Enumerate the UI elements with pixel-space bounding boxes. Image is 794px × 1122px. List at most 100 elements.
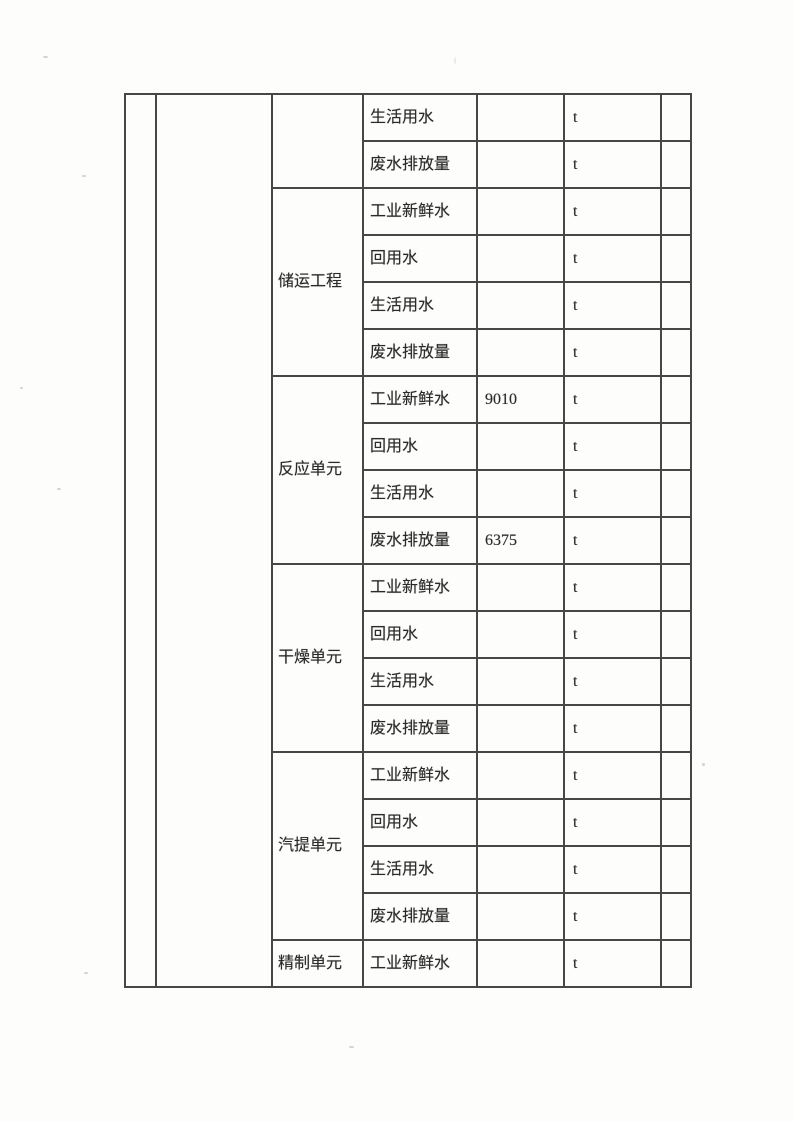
quantity-value-cell: [476, 281, 565, 330]
unit-cell: t: [563, 187, 662, 236]
quantity-value-cell: [476, 563, 565, 612]
scan-speck: [82, 175, 86, 177]
water-use-table: 生活用水 t 废水排放量 t 储运工程 工业新鲜水 t 回用水 t 生活用水 t 废水排放量 t 反应单元…: [124, 93, 692, 988]
water-item-label-cell: 工业新鲜水: [362, 751, 478, 800]
process-unit-name-cell: 汽提单元: [271, 751, 364, 941]
remark-column-cell: [660, 140, 692, 189]
remark-column-cell: [660, 422, 692, 471]
table-row: 生活用水 t: [125, 657, 692, 706]
scan-speck: [454, 57, 456, 64]
table-row: 回用水 t: [125, 422, 692, 471]
quantity-value-cell: [476, 469, 565, 518]
scan-speck: [20, 387, 23, 389]
process-unit-name-cell: [271, 93, 364, 189]
water-item-label-cell: 回用水: [362, 798, 478, 847]
water-item-label-cell: 生活用水: [362, 469, 478, 518]
scan-speck: [702, 763, 705, 766]
table-row: 生活用水 t: [125, 281, 692, 330]
quantity-value-cell: [476, 422, 565, 471]
water-item-label-cell: 生活用水: [362, 281, 478, 330]
water-item-label-cell: 工业新鲜水: [362, 375, 478, 424]
water-item-label-cell: 回用水: [362, 422, 478, 471]
quantity-value-cell: [476, 328, 565, 377]
quantity-value-cell: [476, 751, 565, 800]
table-row: 精制单元 工业新鲜水 t: [125, 939, 692, 988]
quantity-value-cell: [476, 704, 565, 753]
table-row: 生活用水 t: [124, 93, 692, 988]
quantity-value-cell: [476, 187, 565, 236]
remark-column-cell: [660, 328, 692, 377]
quantity-value-cell: [476, 798, 565, 847]
remark-column-cell: [660, 751, 692, 800]
water-item-label-cell: 废水排放量: [362, 328, 478, 377]
water-item-label-cell: 废水排放量: [362, 892, 478, 941]
unit-cell: t: [563, 563, 662, 612]
unit-cell: t: [563, 892, 662, 941]
unit-cell: t: [563, 798, 662, 847]
quantity-value-cell: [476, 892, 565, 941]
water-item-label-cell: 生活用水: [362, 657, 478, 706]
remark-column-cell: [660, 563, 692, 612]
unit-cell: t: [563, 422, 662, 471]
table-row: 回用水 t: [125, 610, 692, 659]
table-row: 废水排放量 t: [125, 140, 692, 189]
unit-cell: t: [563, 704, 662, 753]
quantity-value-cell: [476, 657, 565, 706]
water-item-label-cell: 生活用水: [362, 93, 478, 142]
remark-column-cell: [660, 845, 692, 894]
remark-column-cell: [660, 516, 692, 565]
water-item-label-cell: 工业新鲜水: [362, 563, 478, 612]
unit-cell: t: [563, 516, 662, 565]
unit-cell: t: [563, 751, 662, 800]
quantity-value-cell: [476, 845, 565, 894]
water-item-label-cell: 废水排放量: [362, 516, 478, 565]
unit-cell: t: [563, 939, 662, 988]
table-row: 干燥单元 工业新鲜水 t: [125, 563, 692, 753]
scan-speck: [57, 488, 61, 490]
left-margin-column-cell: [124, 93, 157, 988]
quantity-value-cell: [476, 610, 565, 659]
scan-speck: [349, 1046, 354, 1048]
quantity-value-cell: [476, 93, 565, 142]
unit-cell: t: [563, 845, 662, 894]
remark-column-cell: [660, 93, 692, 142]
quantity-value-cell: 6375: [476, 516, 565, 565]
unit-cell: t: [563, 469, 662, 518]
remark-column-cell: [660, 375, 692, 424]
unit-cell: t: [563, 93, 662, 142]
remark-column-cell: [660, 281, 692, 330]
table-row: 回用水 t: [125, 234, 692, 283]
table-row: 反应单元 工业新鲜水 9010 t: [125, 375, 692, 565]
process-unit-name-cell: 干燥单元: [271, 563, 364, 753]
water-item-label-cell: 工业新鲜水: [362, 939, 478, 988]
remark-column-cell: [660, 939, 692, 988]
quantity-value-cell: 9010: [476, 375, 565, 424]
water-item-label-cell: 回用水: [362, 234, 478, 283]
unit-cell: t: [563, 610, 662, 659]
scan-speck: [84, 972, 88, 974]
water-item-label-cell: 废水排放量: [362, 704, 478, 753]
table-row: 废水排放量 t: [125, 328, 692, 377]
water-use-table-body: 生活用水 t 废水排放量 t 储运工程 工业新鲜水 t 回用水 t 生活用水 t 废水排放量 t 反应单元…: [124, 93, 692, 988]
unit-cell: t: [563, 657, 662, 706]
process-unit-name-cell: 储运工程: [271, 187, 364, 377]
remark-column-cell: [660, 704, 692, 753]
remark-column-cell: [660, 657, 692, 706]
water-item-label-cell: 回用水: [362, 610, 478, 659]
table-row: 废水排放量 t: [125, 892, 692, 941]
unit-cell: t: [563, 328, 662, 377]
table-row: 汽提单元 工业新鲜水 t: [125, 751, 692, 941]
table-row: 废水排放量 6375 t: [125, 516, 692, 565]
remark-column-cell: [660, 892, 692, 941]
water-item-label-cell: 工业新鲜水: [362, 187, 478, 236]
unit-cell: t: [563, 375, 662, 424]
remark-column-cell: [660, 187, 692, 236]
table-row: 储运工程 工业新鲜水 t: [125, 187, 692, 377]
remark-column-cell: [660, 798, 692, 847]
unit-cell: t: [563, 281, 662, 330]
remark-column-cell: [660, 234, 692, 283]
quantity-value-cell: [476, 234, 565, 283]
table-row: 生活用水 t: [125, 469, 692, 518]
scan-speck: [43, 56, 48, 58]
